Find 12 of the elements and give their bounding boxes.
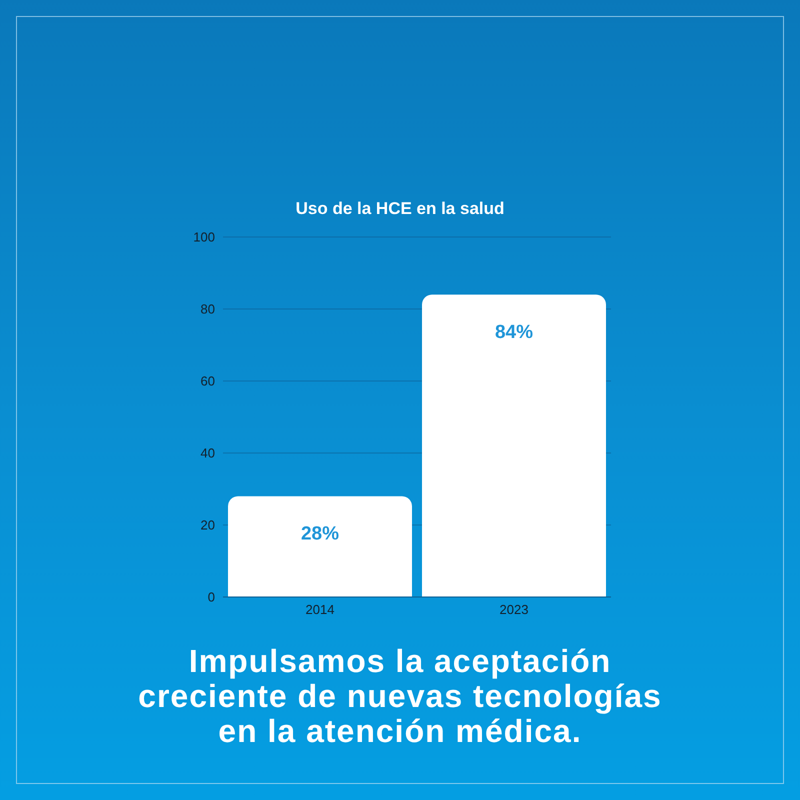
y-tick-label: 100 [193,230,215,245]
data-label: 84% [494,322,534,344]
data-label: 28% [300,524,340,545]
x-tick-label: 2023 [500,602,528,618]
chart-title: Uso de la HCE en la salud [294,199,506,219]
y-tick-label: 60 [200,374,215,389]
y-tick-label: 20 [200,518,215,533]
x-tick-label: 2014 [306,602,334,618]
text: Impulsamos la aceptación creciente de nuevas tecnologías en la atención médica. [137,643,663,749]
y-tick-label: 40 [200,446,215,461]
y-tick-label: 0 [208,590,215,605]
y-tick-label: 80 [200,302,215,317]
